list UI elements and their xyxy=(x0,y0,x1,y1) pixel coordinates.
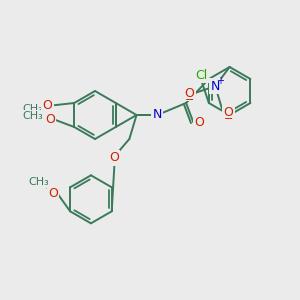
Text: O: O xyxy=(185,87,195,100)
Text: O: O xyxy=(48,187,58,200)
Text: O: O xyxy=(194,116,204,129)
Text: O: O xyxy=(224,106,233,119)
Text: CH₃: CH₃ xyxy=(22,104,43,114)
Text: −: − xyxy=(185,95,194,105)
Text: Cl: Cl xyxy=(196,69,208,82)
Text: +: + xyxy=(216,76,224,86)
Text: N: N xyxy=(153,109,162,122)
Text: CH₃: CH₃ xyxy=(22,111,43,121)
Text: −: − xyxy=(224,114,233,124)
Text: N: N xyxy=(211,80,220,93)
Text: O: O xyxy=(45,113,55,126)
Text: O: O xyxy=(43,99,52,112)
Text: O: O xyxy=(109,151,119,164)
Text: CH₃: CH₃ xyxy=(28,176,49,187)
